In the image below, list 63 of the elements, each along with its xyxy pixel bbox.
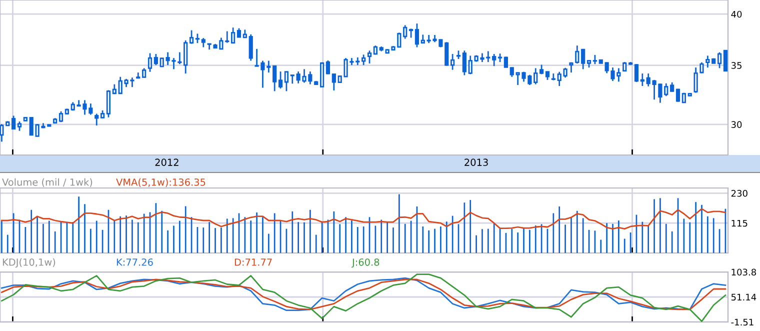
chart-title: Volume (mil / 1wk) bbox=[2, 178, 92, 187]
candlestick bbox=[676, 88, 680, 103]
candlestick bbox=[189, 30, 194, 44]
candlestick bbox=[231, 26, 236, 44]
candlestick bbox=[272, 65, 277, 92]
candlestick bbox=[444, 41, 449, 66]
candlestick bbox=[248, 34, 253, 62]
x-tick-label: 2012 bbox=[155, 158, 178, 166]
y-tick-label: 35 bbox=[731, 62, 742, 69]
candlestick bbox=[106, 90, 111, 118]
chart-title: KDJ(10,1w) bbox=[2, 258, 56, 268]
candlestick bbox=[290, 74, 294, 84]
candlestick bbox=[17, 120, 22, 132]
candlestick bbox=[414, 22, 420, 48]
candlestick bbox=[278, 70, 283, 90]
candlestick bbox=[534, 67, 538, 85]
candlestick bbox=[0, 123, 4, 142]
candlestick bbox=[148, 52, 152, 73]
candlestick bbox=[504, 56, 508, 68]
candlestick bbox=[94, 113, 99, 126]
candlestick bbox=[12, 115, 16, 130]
candlestick bbox=[403, 24, 408, 40]
candlestick bbox=[670, 82, 674, 92]
y-tick-label: 230 bbox=[731, 190, 748, 197]
candlestick bbox=[201, 37, 206, 48]
candlestick bbox=[717, 52, 722, 69]
x-tick-label: 2013 bbox=[464, 158, 488, 166]
candlestick bbox=[154, 53, 158, 66]
y-tick-label: 30 bbox=[731, 121, 742, 128]
candlestick bbox=[706, 54, 710, 68]
y-tick-label: 115 bbox=[732, 220, 748, 227]
candlestick bbox=[225, 30, 230, 44]
candlestick bbox=[284, 71, 289, 92]
candlestick bbox=[492, 53, 496, 67]
candlestick bbox=[195, 32, 200, 44]
candlestick bbox=[184, 40, 188, 74]
y-tick-label: 51.14 bbox=[731, 294, 756, 301]
text: D:71.77 bbox=[234, 258, 272, 266]
candlestick bbox=[320, 62, 324, 88]
candlestick bbox=[510, 66, 514, 78]
line-series bbox=[1, 274, 726, 322]
candlestick bbox=[634, 63, 639, 83]
text: VMA(5,1w):136.35 bbox=[116, 178, 206, 187]
line-series bbox=[1, 208, 726, 230]
text: J:60.8 bbox=[351, 258, 380, 268]
candlestick bbox=[362, 54, 366, 66]
series-label: K:77.26 bbox=[116, 258, 153, 266]
y-tick-label: -1.51 bbox=[731, 318, 754, 326]
y-tick-label: 40 bbox=[731, 10, 742, 18]
candlestick bbox=[462, 50, 466, 76]
candlestick bbox=[408, 28, 414, 38]
candlestick bbox=[450, 53, 455, 71]
candlestick bbox=[142, 67, 146, 78]
candlestick bbox=[236, 28, 242, 38]
candlestick bbox=[592, 54, 597, 65]
candlestick bbox=[367, 50, 372, 64]
candlestick bbox=[723, 50, 728, 72]
candlestick bbox=[326, 60, 330, 75]
candlestick bbox=[640, 72, 644, 87]
candlestick bbox=[332, 72, 336, 92]
candlestick bbox=[622, 61, 627, 72]
candlestick bbox=[581, 48, 586, 70]
y-tick-label: 103.8 bbox=[732, 268, 756, 276]
